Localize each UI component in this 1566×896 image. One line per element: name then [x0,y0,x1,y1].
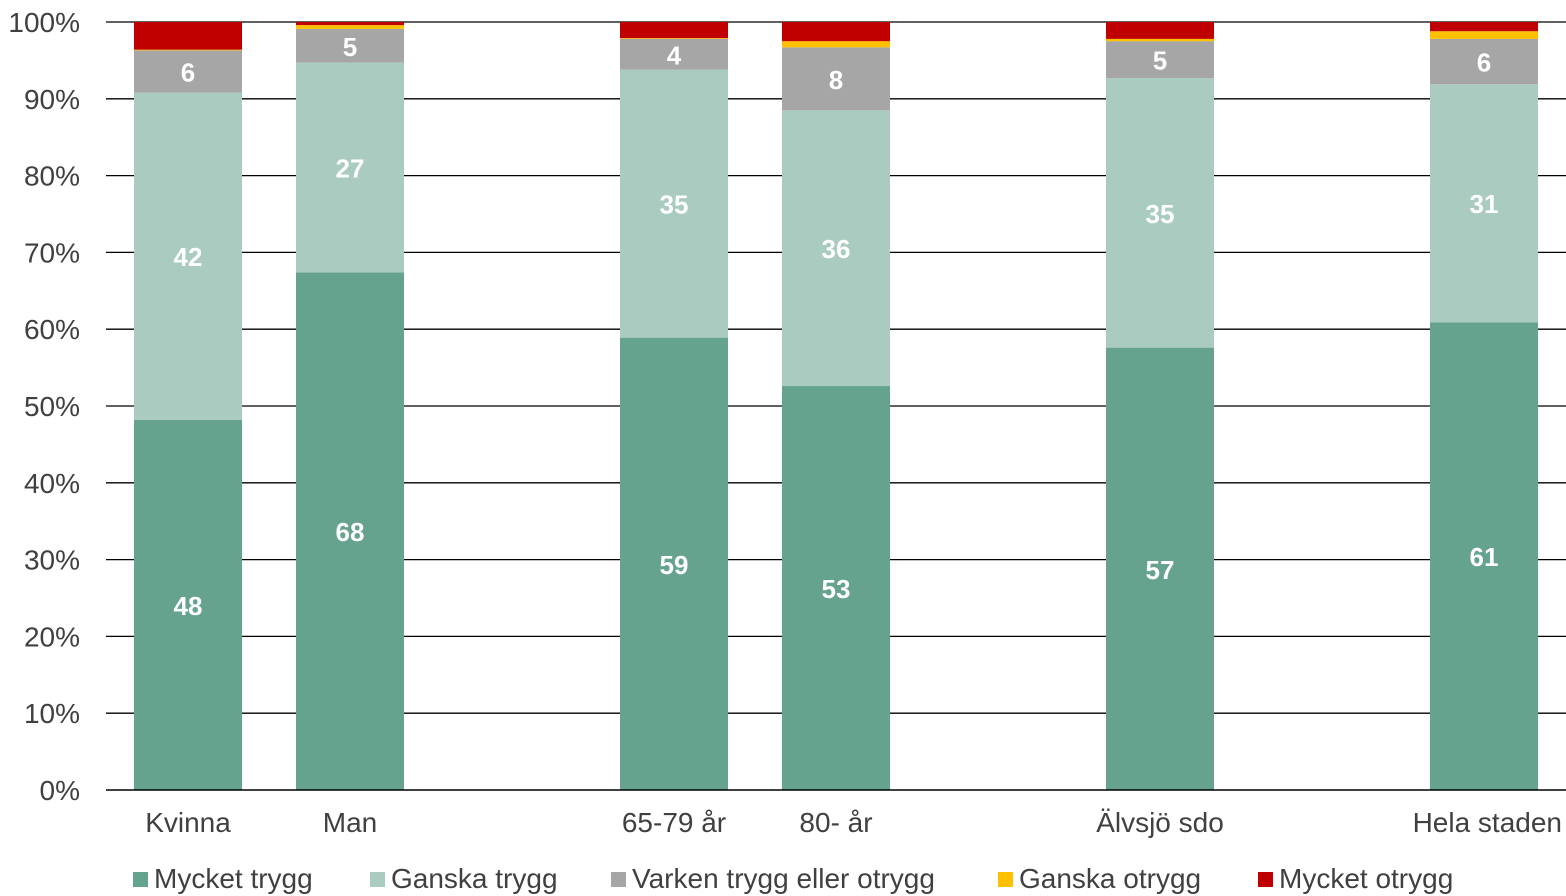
bar-segment [1430,31,1538,39]
bar-segment [1106,347,1214,790]
x-tick-label: 65-79 år [622,807,726,838]
bars [134,22,1538,790]
bar-segment [296,272,404,790]
y-tick-label: 30% [24,545,80,576]
x-tick-label: Älvsjö sdo [1096,807,1224,838]
y-tick-label: 10% [24,698,80,729]
bar-segment [620,337,728,790]
bar-segment [782,22,890,42]
data-label: 48 [174,591,203,621]
y-tick-label: 100% [8,7,80,38]
legend-label: Ganska trygg [391,863,558,894]
bar-segment [296,25,404,29]
legend-item: Mycket otrygg [1258,862,1453,896]
bar-segment [782,386,890,790]
bar-segment [782,47,890,111]
data-label: 57 [1146,555,1175,585]
y-tick-label: 90% [24,84,80,115]
y-tick-label: 0% [40,775,80,806]
legend-item: Ganska trygg [370,862,558,896]
legend-swatch [998,871,1013,887]
data-label: 6 [1477,48,1491,78]
bar-segment [296,28,404,63]
y-axis-ticks: 0% 10% 20% 30% 40% 50% 60% 70% 80% 90% 100% [8,7,80,806]
y-tick-label: 70% [24,237,80,268]
x-tick-label: Kvinna [145,807,231,838]
x-axis-ticks: Kvinna Man 65-79 år 80- år Älvsjö sdo Hela st… [106,789,1566,838]
x-tick-label: 80- år [799,807,872,838]
bar-segment [782,41,890,48]
data-label: 35 [660,190,689,220]
legend-item: Ganska otrygg [998,862,1201,896]
bar-segment [296,62,404,273]
data-label: 31 [1470,189,1499,219]
legend-label: Varken trygg eller otrygg [632,863,935,894]
bar-segment [1106,41,1214,79]
bar-segment [620,69,728,338]
data-label: 42 [174,242,203,272]
data-label: 5 [1153,46,1167,76]
data-label: 61 [1470,542,1499,572]
bar-segment [134,49,242,51]
bar-segment [620,22,728,39]
legend-label: Mycket trygg [154,863,313,894]
bar-segment [296,22,404,26]
x-tick-label: Man [323,807,377,838]
data-label: 4 [667,40,682,70]
bar-segment [620,38,728,39]
x-tick-label: Hela staden [1413,807,1562,838]
legend: Mycket trygg Ganska trygg Varken trygg ell… [0,862,1566,896]
bar-segment [1430,84,1538,323]
bar-segment [620,38,728,70]
legend-swatch [611,871,626,887]
y-tick-label: 20% [24,621,80,652]
data-label: 8 [829,65,843,95]
bar-segment [782,110,890,387]
data-label: 35 [1146,199,1175,229]
data-labels: 48 42 6 68 27 5 59 35 4 53 36 8 57 35 5 61 31 6 [174,32,1499,621]
legend-swatch [133,871,148,887]
legend-item: Varken trygg eller otrygg [611,862,935,896]
data-label: 53 [822,574,851,604]
data-label: 27 [336,154,365,184]
legend-swatch [370,871,385,887]
data-label: 59 [660,550,689,580]
y-tick-label: 60% [24,314,80,345]
bar-segment [1430,322,1538,790]
data-label: 6 [181,58,195,88]
bar-segment [1430,22,1538,32]
data-label: 5 [343,32,357,62]
data-label: 68 [336,517,365,547]
legend-label: Ganska otrygg [1019,863,1202,894]
legend-item: Mycket trygg [133,862,313,896]
data-label: 36 [822,234,851,264]
bar-segment [134,92,242,420]
bar-segment [1106,78,1214,348]
y-tick-label: 50% [24,391,80,422]
stacked-bar-chart: 0%10%20%30%40%50%60%70%80%90%100% 484266… [8,7,1566,838]
y-tick-label: 80% [24,161,80,192]
legend-label: Mycket otrygg [1279,863,1454,894]
bar-segment [134,50,242,93]
y-tick-label: 40% [24,468,80,499]
bar-segment [1106,38,1214,42]
bar-segment [1430,38,1538,85]
bar-segment [134,419,242,790]
legend-swatch [1258,871,1273,887]
bar-segment [134,22,242,50]
bar-segment [1106,22,1214,39]
